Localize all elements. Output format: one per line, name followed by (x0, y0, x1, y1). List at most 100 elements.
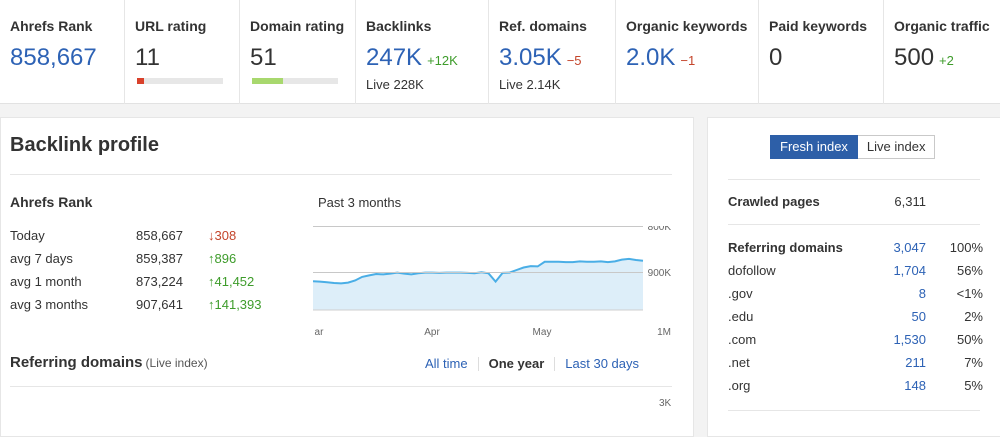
divider (728, 224, 980, 225)
metric-backlinks: Backlinks 247K +12K Live 228K (355, 0, 488, 104)
ref-domains-pct: <1% (956, 286, 983, 301)
ref-domains-axis-label: 3K (659, 398, 672, 409)
x-tick-label: Apr (424, 327, 440, 338)
divider (10, 174, 672, 175)
metric-label: Paid keywords (769, 18, 868, 34)
rank-row: avg 1 month 873,224 ↑41,452 (10, 274, 290, 292)
ref-domains-count[interactable]: 1,530 (893, 332, 926, 347)
ref-domains-row: .org 148 5% (728, 378, 983, 396)
ref-domains-row: .net 211 7% (728, 355, 983, 373)
referring-domains-label: Referring domains (10, 354, 143, 371)
ref-domains-pct: 56% (956, 263, 983, 278)
rank-row-delta: ↓308 (208, 228, 237, 243)
metric-label: Domain rating (250, 18, 345, 34)
ref-domains-count[interactable]: 211 (905, 355, 926, 370)
rank-row-label: avg 1 month (10, 274, 82, 289)
ref-domains-label: .edu (728, 309, 754, 324)
metric-organic-traffic: Organic traffic 500 +2 (883, 0, 1000, 104)
ref-domains-count[interactable]: 1,704 (893, 263, 926, 278)
rank-row: avg 3 months 907,641 ↑141,393 (10, 297, 290, 315)
metric-ahrefs-rank: Ahrefs Rank 858,667 (0, 0, 124, 104)
metric-domain-rating: Domain rating 51 (239, 0, 355, 104)
rank-row-value: 859,387 (136, 251, 183, 266)
rank-row-delta: ↑141,393 (208, 297, 262, 312)
ref-domains-row: Referring domains 3,047 100% (728, 240, 983, 258)
tab-all-time[interactable]: All time (425, 356, 468, 371)
metric-delta: +12K (427, 53, 458, 68)
metric-live: Live 2.14K (499, 77, 561, 92)
metric-value[interactable]: 247K (366, 44, 423, 71)
ref-domains-count[interactable]: 148 (904, 378, 926, 393)
ref-domains-row: .edu 50 2% (728, 309, 983, 327)
ref-domains-label: dofollow (728, 263, 776, 278)
x-tick-label: May (533, 327, 552, 338)
ref-domains-label: .com (728, 332, 757, 347)
metric-value: 0 (769, 44, 783, 71)
metric-live: Live 228K (366, 77, 424, 92)
metric-value[interactable]: 2.0K (626, 44, 676, 71)
metric-paid-keywords: Paid keywords 0 (758, 0, 883, 104)
ref-domains-count[interactable]: 50 (911, 309, 926, 324)
divider (728, 179, 980, 180)
x-tick-label: ar (315, 327, 325, 338)
rank-row-delta: ↑896 (208, 251, 237, 266)
ref-domains-pct: 100% (949, 240, 983, 255)
ref-domains-row: .com 1,530 50% (728, 332, 983, 350)
metric-value: 11 (135, 44, 160, 71)
metric-value[interactable]: 858,667 (10, 44, 97, 71)
metric-value: 51 (250, 44, 277, 71)
metric-ref-domains: Ref. domains 3.05K −5 Live 2.14K (488, 0, 615, 104)
ref-domains-pct: 2% (964, 309, 983, 324)
url-rating-bar (137, 78, 223, 84)
live-index-button[interactable]: Live index (857, 135, 936, 159)
ref-domains-label: Referring domains (728, 240, 843, 255)
y-tick-label: 1M (657, 327, 671, 338)
ref-domains-count[interactable]: 3,047 (893, 240, 926, 255)
referring-domains-index-label: (Live index) (145, 356, 208, 370)
tab-last-30-days[interactable]: Last 30 days (565, 356, 639, 371)
metric-value: 500 (894, 44, 935, 71)
ref-domains-pct: 7% (964, 355, 983, 370)
ref-domains-pct: 5% (964, 378, 983, 393)
tab-one-year[interactable]: One year (488, 356, 545, 371)
referring-domains-title: Referring domains (Live index) (10, 354, 208, 371)
domain-rating-bar-fill (252, 78, 283, 84)
ref-domains-label: .org (728, 378, 751, 393)
metric-label: Backlinks (366, 18, 432, 34)
timeframe-tabs: All time One year Last 30 days (415, 356, 649, 371)
metric-label: URL rating (135, 18, 207, 34)
rank-row-value: 873,224 (136, 274, 183, 289)
y-tick-label: 900K (648, 268, 672, 279)
domain-rating-bar (252, 78, 338, 84)
y-tick-label: 800K (648, 226, 672, 233)
metric-label: Organic traffic (894, 18, 990, 34)
rank-row: Today 858,667 ↓308 (10, 228, 290, 246)
metric-url-rating: URL rating 11 (124, 0, 239, 104)
metric-organic-keywords: Organic keywords 2.0K −1 (615, 0, 758, 104)
backlink-profile-panel: Backlink profile Ahrefs Rank Today 858,6… (0, 117, 694, 437)
url-rating-bar-fill (137, 78, 144, 84)
rank-row-label: avg 3 months (10, 297, 89, 312)
metric-value[interactable]: 3.05K (499, 44, 562, 71)
index-toggle: Fresh index Live index (770, 135, 936, 159)
rank-row-label: Today (10, 228, 45, 243)
rank-row-label: avg 7 days (10, 251, 73, 266)
rank-row: avg 7 days 859,387 ↑896 (10, 251, 290, 269)
ref-domains-row: dofollow 1,704 56% (728, 263, 983, 281)
ref-domains-label: .gov (728, 286, 753, 301)
divider (10, 386, 672, 387)
index-stats-panel: Fresh index Live index Crawled pages 6,3… (707, 117, 1000, 437)
ref-domains-count[interactable]: 8 (918, 286, 926, 301)
tab-separator (554, 356, 556, 371)
crawled-pages-label: Crawled pages (728, 194, 820, 209)
fresh-index-button[interactable]: Fresh index (770, 135, 858, 159)
rank-row-delta: ↑41,452 (208, 274, 255, 289)
metric-label: Ahrefs Rank (10, 18, 93, 34)
ahrefs-rank-title: Ahrefs Rank (10, 194, 93, 210)
metric-delta: +2 (939, 53, 954, 68)
rank-row-value: 907,641 (136, 297, 183, 312)
ahrefs-rank-chart[interactable]: 800K 900K 1M ar Apr May (312, 222, 675, 338)
chart-title: Past 3 months (318, 195, 402, 210)
crawled-pages-row: Crawled pages 6,311 (728, 194, 983, 212)
ref-domains-label: .net (728, 355, 750, 370)
